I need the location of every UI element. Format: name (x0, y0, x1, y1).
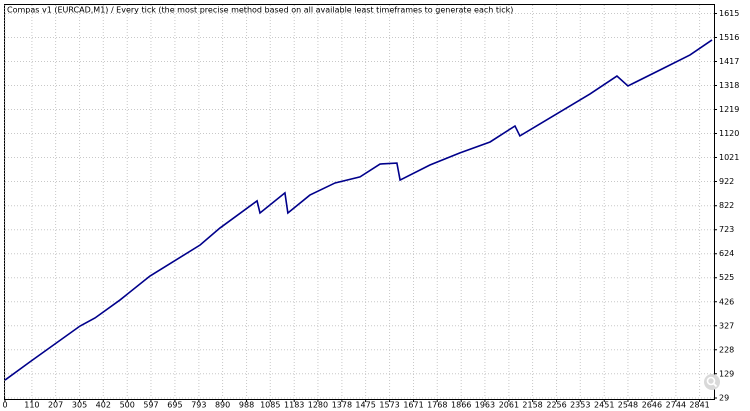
y-tick-label: 1219 (719, 105, 739, 114)
zoom-bg (704, 374, 720, 390)
x-tick-label: 2548 (618, 401, 638, 410)
x-tick-label: 402 (96, 401, 111, 410)
zoom-icon[interactable] (704, 374, 720, 390)
x-tick-label: 1085 (260, 401, 280, 410)
x-tick-label: 0 (2, 401, 7, 410)
grid (4, 5, 714, 399)
y-tick-label: 1120 (719, 129, 739, 138)
y-tick-label: 426 (719, 297, 734, 306)
x-tick-label: 2646 (642, 401, 662, 410)
y-tick-label: 228 (719, 345, 734, 354)
x-tick-label: 2256 (546, 401, 566, 410)
x-tick-label: 500 (120, 401, 135, 410)
y-tick-label: 129 (719, 369, 734, 378)
y-tick-label: 327 (719, 321, 734, 330)
y-tick-label: 723 (719, 225, 734, 234)
y-tick-label: 1417 (719, 57, 739, 66)
x-tick-label: 1280 (308, 401, 328, 410)
x-tick-label: 1573 (379, 401, 399, 410)
zoom-lens (706, 376, 716, 386)
chart-title: Compas v1 (EURCAD,M1) / Every tick (the … (7, 6, 513, 15)
x-tick-label: 2353 (570, 401, 590, 410)
x-tick-label: 597 (143, 401, 158, 410)
x-tick-label: 1671 (403, 401, 423, 410)
x-tick-label: 695 (167, 401, 182, 410)
x-tick-label: 2158 (522, 401, 542, 410)
x-tick-label: 207 (48, 401, 63, 410)
y-tick-label: 29 (719, 394, 729, 403)
x-tick-label: 890 (215, 401, 230, 410)
x-tick-label: 2744 (666, 401, 686, 410)
x-tick-label: 1768 (427, 401, 447, 410)
x-tick-label: 793 (191, 401, 206, 410)
zoom-handle (712, 382, 718, 388)
x-tick-label: 2451 (594, 401, 614, 410)
plot-frame (4, 4, 715, 400)
y-tick-label: 1318 (719, 81, 739, 90)
y-tick-label: 624 (719, 249, 734, 258)
x-tick-label: 1378 (332, 401, 352, 410)
x-tick-label: 2061 (499, 401, 519, 410)
y-tick-label: 1021 (719, 153, 739, 162)
x-tick-label: 1866 (451, 401, 471, 410)
x-tick-label: 1963 (475, 401, 495, 410)
y-tick-label: 525 (719, 273, 734, 282)
x-tick-label: 1475 (355, 401, 375, 410)
x-tick-label: 2841 (689, 401, 709, 410)
y-tick-label: 822 (719, 201, 734, 210)
y-tick-label: 922 (719, 177, 734, 186)
x-tick-label: 988 (239, 401, 254, 410)
x-tick-label: 1183 (284, 401, 304, 410)
y-tick-label: 1615 (719, 9, 739, 18)
y-tick-label: 1516 (719, 33, 739, 42)
x-tick-label: 305 (72, 401, 87, 410)
series-line (4, 39, 713, 381)
x-tick-label: 110 (24, 401, 39, 410)
